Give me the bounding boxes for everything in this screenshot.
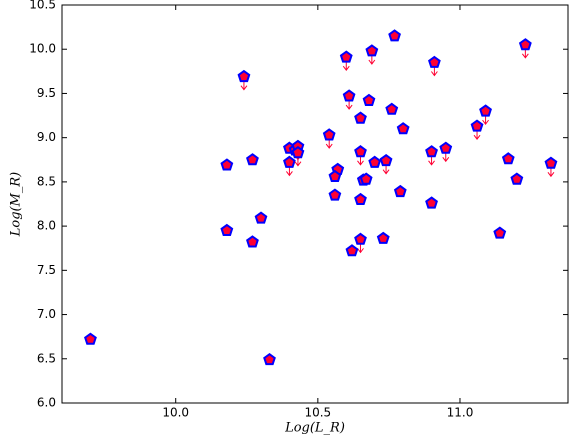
point	[354, 111, 367, 124]
x-tick-label: 10.5	[304, 406, 331, 420]
x-tick-label: 11.0	[447, 406, 474, 420]
y-tick-label: 8.0	[37, 219, 56, 233]
y-tick-label: 6.0	[37, 396, 56, 410]
y-tick-label: 7.5	[37, 263, 56, 277]
point	[379, 153, 393, 167]
y-tick-label: 10.0	[29, 42, 56, 56]
point	[359, 172, 373, 185]
y-tick-label: 10.5	[29, 0, 56, 12]
point	[385, 102, 399, 115]
point	[518, 38, 532, 51]
point	[220, 223, 234, 236]
y-tick-label: 9.0	[37, 130, 56, 144]
y-tick-label: 9.5	[37, 86, 56, 100]
point	[365, 44, 379, 57]
point	[283, 155, 296, 168]
point	[368, 155, 382, 168]
plot-frame	[61, 4, 569, 404]
point	[396, 122, 410, 135]
point	[388, 29, 401, 42]
x-axis-label: Log(L_R)	[284, 421, 345, 436]
point	[328, 169, 342, 182]
y-tick-label: 7.0	[37, 307, 56, 321]
x-tick-label: 10.0	[162, 406, 189, 420]
y-tick-label: 6.5	[37, 351, 56, 365]
point	[493, 226, 507, 239]
point	[354, 232, 367, 245]
point	[237, 69, 251, 83]
point	[425, 196, 438, 209]
point	[322, 128, 336, 141]
point	[376, 231, 390, 244]
y-axis-label: Log(M_R)	[9, 172, 24, 238]
point	[470, 119, 484, 132]
point	[439, 141, 453, 154]
point	[501, 152, 515, 165]
point	[339, 50, 353, 63]
point	[393, 184, 407, 198]
point	[354, 192, 367, 205]
point	[345, 244, 359, 257]
point	[544, 156, 558, 169]
point	[246, 235, 259, 248]
point	[328, 188, 342, 201]
point	[342, 89, 356, 102]
point	[479, 104, 492, 117]
point	[428, 55, 441, 68]
y-tick-label: 8.5	[37, 174, 56, 188]
point	[263, 352, 276, 366]
point	[254, 211, 268, 224]
point	[510, 172, 524, 185]
point	[354, 145, 367, 158]
point	[362, 93, 376, 106]
point	[425, 145, 438, 158]
point	[84, 332, 97, 345]
point	[220, 158, 234, 171]
point	[291, 145, 305, 159]
point	[246, 153, 259, 166]
